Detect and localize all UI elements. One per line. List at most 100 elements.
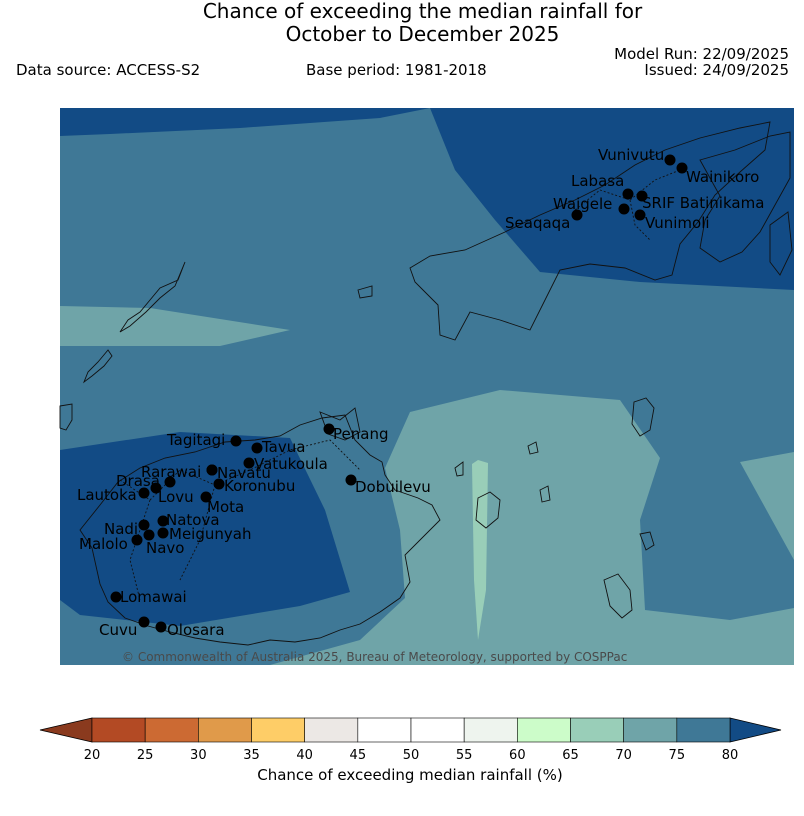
station-marker	[676, 162, 688, 174]
station-marker	[618, 203, 630, 215]
station-marker	[206, 464, 218, 476]
colorbar-tick-label: 50	[403, 748, 420, 763]
station-label: Vunivutu	[598, 146, 664, 164]
station-marker	[243, 457, 255, 469]
contour-70-75-east	[740, 452, 794, 560]
station-marker	[131, 534, 143, 546]
station-label: Wainikoro	[686, 168, 759, 186]
station-marker	[251, 442, 263, 454]
lau-island-3	[639, 531, 655, 551]
map-title: Chance of exceeding the median rainfall …	[0, 0, 804, 46]
station-label: Meigunyah	[169, 525, 251, 543]
model-run: Model Run: 22/09/2025	[614, 45, 789, 63]
colorbar-segment	[517, 717, 571, 743]
station-marker	[345, 474, 357, 486]
station-label: Olosara	[167, 621, 225, 639]
yasawa-group	[119, 261, 186, 333]
lau-island-1	[631, 397, 655, 437]
colorbar: 20 25 30 35 40 45 50 55 60 65 70 75 80	[39, 717, 782, 763]
station-label: Mota	[207, 498, 244, 516]
colorbar-tick-label: 45	[350, 748, 367, 763]
colorbar-tick-label: 70	[615, 748, 632, 763]
station-marker	[634, 209, 646, 221]
colorbar-tick-label: 35	[243, 748, 260, 763]
wakaya-isle	[527, 441, 539, 455]
station-marker	[155, 621, 167, 633]
station-label: Lovu	[158, 488, 194, 506]
colorbar-segment	[198, 717, 252, 743]
station-label: Navatu	[217, 464, 271, 482]
title-line-2: October to December 2025	[285, 22, 560, 46]
station-label: Tavua	[261, 438, 305, 456]
station-marker	[110, 591, 122, 603]
colorbar-segment	[304, 717, 359, 743]
stations-layer: Vunivutu Wainikoro Labasa Waigele SRIF Batin…	[77, 146, 764, 639]
station-label: Waigele	[553, 195, 612, 213]
contour-80plus-top-left	[60, 108, 430, 136]
vanua-levu-divisions	[574, 169, 681, 241]
station-marker	[164, 476, 176, 488]
station-marker	[213, 478, 225, 490]
station-marker	[323, 423, 335, 435]
gau-island	[475, 491, 501, 529]
yasawa-south	[82, 349, 113, 384]
ovalau-isle	[454, 461, 464, 477]
station-marker	[157, 515, 169, 527]
contour-layer	[60, 108, 794, 665]
contour-65-70-strip	[472, 460, 488, 640]
title-line-1: Chance of exceeding the median rainfall …	[202, 0, 643, 23]
station-marker	[200, 491, 212, 503]
colorbar-under-triangle	[39, 717, 93, 743]
vanua-levu-coast	[409, 121, 771, 341]
colorbar-segment	[91, 717, 146, 743]
station-label: Rarawai	[141, 463, 201, 481]
colorbar-segment	[676, 717, 731, 743]
contour-80plus-northeast	[430, 108, 794, 290]
station-label: SRIF Batinikama	[642, 194, 764, 212]
station-marker	[138, 616, 150, 628]
colorbar-tick-label: 20	[84, 748, 101, 763]
data-source: Data source: ACCESS-S2	[16, 61, 201, 79]
colorbar-tick-label: 25	[137, 748, 154, 763]
station-marker	[622, 188, 634, 200]
station-marker	[138, 519, 150, 531]
station-marker	[664, 154, 676, 166]
station-label: Labasa	[571, 172, 624, 190]
station-marker	[230, 435, 242, 447]
issued-date: Issued: 24/09/2025	[644, 61, 789, 79]
station-label: Penang	[333, 425, 388, 443]
koro-island	[539, 485, 551, 503]
colorbar-segment	[357, 717, 412, 743]
colorbar-segment	[144, 717, 199, 743]
station-label: Tagitagi	[166, 431, 225, 449]
copyright-notice: © Commonwealth of Australia 2025, Bureau…	[122, 650, 627, 664]
colorbar-segment	[410, 717, 465, 743]
colorbar-title: Chance of exceeding median rainfall (%)	[257, 766, 563, 784]
colorbar-segment	[570, 717, 624, 743]
station-label: Lautoka	[77, 486, 137, 504]
taveuni-coast	[769, 211, 793, 276]
station-label: Cuvu	[99, 621, 137, 639]
colorbar-segment	[251, 717, 305, 743]
colorbar-tick-label: 75	[669, 748, 686, 763]
contour-70-75-west-band	[60, 306, 290, 346]
station-marker	[636, 190, 648, 202]
vanua-levu-east-coast	[699, 131, 791, 263]
station-marker	[143, 529, 155, 541]
contour-70-75-south	[270, 390, 794, 665]
colorbar-tick-label: 55	[456, 748, 473, 763]
colorbar-tick-label: 60	[509, 748, 526, 763]
station-label: Seaqaqa	[505, 214, 570, 232]
station-label: Dobuilevu	[355, 478, 431, 496]
station-label: Natova	[166, 511, 220, 529]
station-label: Nadi	[104, 520, 138, 538]
station-marker	[571, 209, 583, 221]
colorbar-tick-label: 40	[296, 748, 313, 763]
base-period: Base period: 1981-2018	[306, 61, 487, 79]
mamanuca-isle	[59, 403, 73, 431]
station-marker	[138, 487, 150, 499]
station-label: Drasa	[116, 472, 160, 490]
station-label: Malolo	[79, 535, 128, 553]
nanuku-isle	[357, 285, 373, 299]
